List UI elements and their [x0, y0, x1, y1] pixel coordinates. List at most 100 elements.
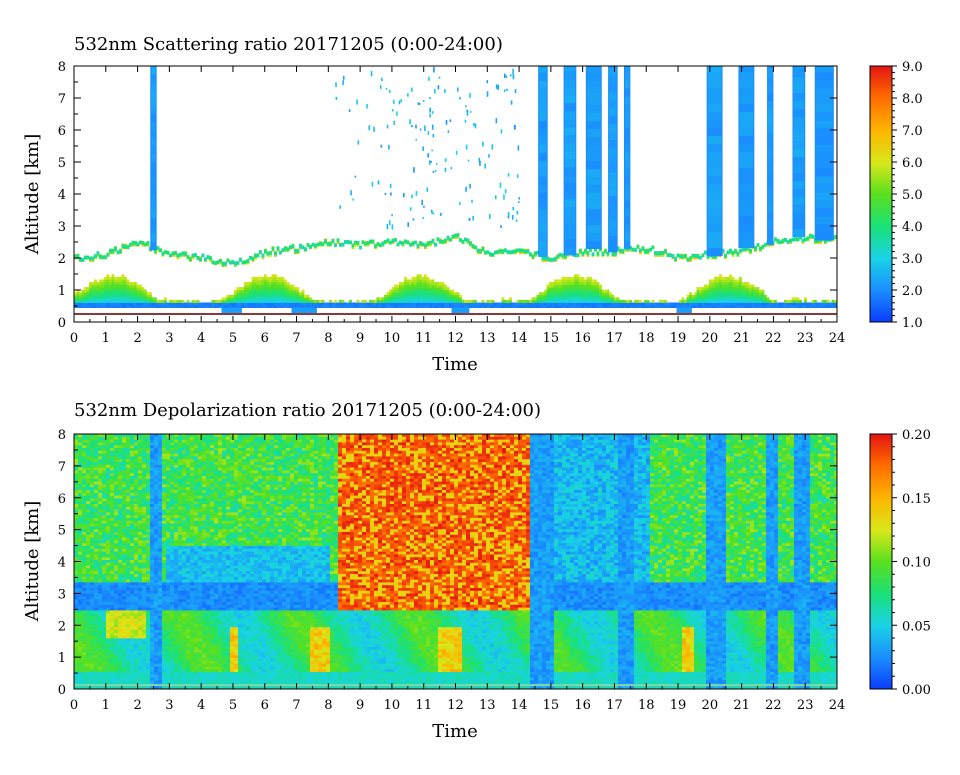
dr-cell	[134, 445, 138, 448]
dr-cell	[86, 574, 90, 577]
dr-cell	[90, 512, 94, 515]
dr-cell	[118, 546, 122, 549]
sr-speck	[411, 125, 413, 127]
sr-cell	[447, 287, 450, 290]
dr-cell	[138, 563, 142, 566]
dr-cell	[138, 680, 142, 683]
dr-cell	[98, 658, 102, 661]
dr-cell	[106, 459, 110, 462]
sr-cell	[432, 292, 435, 295]
dr-cell	[82, 501, 86, 504]
dr-cell	[126, 476, 130, 479]
dr-cell	[78, 672, 82, 675]
sr-top-edge	[414, 241, 417, 245]
dr-cell	[118, 482, 122, 485]
dr-cell	[98, 661, 102, 664]
dr-cell	[126, 608, 130, 611]
sr-cell	[127, 279, 130, 282]
sr-cell	[594, 300, 597, 303]
sr-cell	[562, 302, 565, 305]
dr-cell	[130, 529, 134, 532]
dr-cell	[78, 594, 82, 597]
dr-cell	[110, 594, 114, 597]
sr-column-cell	[793, 157, 804, 165]
dr-cell	[78, 580, 82, 583]
dr-cell	[78, 510, 82, 513]
dr-cell	[90, 672, 94, 675]
sr-cell	[137, 292, 140, 295]
sr-cell	[394, 287, 397, 290]
sr-cell	[194, 302, 197, 305]
dr-cell	[114, 476, 118, 479]
dr-cell	[78, 675, 82, 678]
dr-cell	[74, 644, 78, 647]
sr-cell	[234, 295, 237, 298]
sr-cell	[104, 287, 107, 290]
sr-cell	[412, 277, 415, 280]
sr-cell	[774, 305, 777, 308]
dr-cell	[90, 613, 94, 616]
sr-cell	[87, 297, 90, 300]
sr-cell	[439, 297, 442, 300]
dr-cell	[118, 526, 122, 529]
sr-cell	[424, 302, 427, 305]
sr-cell	[577, 290, 580, 293]
sr-cell	[747, 305, 750, 308]
sr-column-cell	[565, 167, 576, 175]
dr-cell	[130, 468, 134, 471]
dr-cell	[102, 552, 106, 555]
dr-cell	[90, 526, 94, 529]
sr-cell	[467, 305, 470, 308]
dr-cell	[142, 470, 146, 473]
sr-cell	[454, 295, 457, 298]
sr-cell	[269, 287, 272, 290]
dr-cell	[122, 456, 126, 459]
sr-speck	[423, 100, 425, 102]
sr-top-edge	[442, 240, 445, 244]
dr-cell	[138, 594, 142, 597]
dr-cell	[90, 490, 94, 493]
sr-speck	[497, 85, 499, 90]
sr-speck	[400, 99, 402, 102]
dr-cell	[114, 641, 118, 644]
sr-cell	[739, 290, 742, 293]
dr-cell	[78, 437, 82, 440]
sr-cell	[547, 300, 550, 303]
sr-cell	[739, 295, 742, 298]
sr-top-edge	[377, 242, 380, 246]
sr-top-edge	[157, 246, 160, 250]
sr-cell	[732, 287, 735, 290]
sr-top-edge	[292, 244, 295, 248]
dr-cell	[78, 442, 82, 445]
sr-cell	[679, 302, 682, 305]
sr-cell	[257, 297, 260, 300]
dr-cell	[110, 624, 114, 627]
sr-top-edge	[457, 233, 460, 237]
sr-cell	[384, 295, 387, 298]
sr-top-edge	[432, 239, 435, 243]
sr-cell	[297, 305, 300, 308]
dr-cell	[102, 540, 106, 543]
dr-cell	[90, 462, 94, 465]
sr-cell	[487, 300, 490, 303]
sr-top-edge	[347, 240, 350, 244]
dr-cell	[82, 647, 86, 650]
sr-column-cell	[768, 117, 772, 125]
sr-cell	[589, 277, 592, 280]
sr-cell	[124, 302, 127, 305]
sr-cell	[94, 285, 97, 288]
dr-cell	[138, 672, 142, 675]
sr-cell	[434, 282, 437, 285]
sr-cell	[414, 285, 417, 288]
dr-cell	[94, 501, 98, 504]
dr-cell	[114, 454, 118, 457]
sr-top-edge	[314, 244, 317, 248]
sr-cell	[122, 292, 125, 295]
sr-cell	[94, 297, 97, 300]
sr-cell	[502, 302, 505, 305]
sr-cell	[419, 274, 422, 277]
sr-cell	[292, 287, 295, 290]
sr-cell	[577, 297, 580, 300]
dr-cell	[138, 661, 142, 664]
sr-cell	[684, 305, 687, 308]
